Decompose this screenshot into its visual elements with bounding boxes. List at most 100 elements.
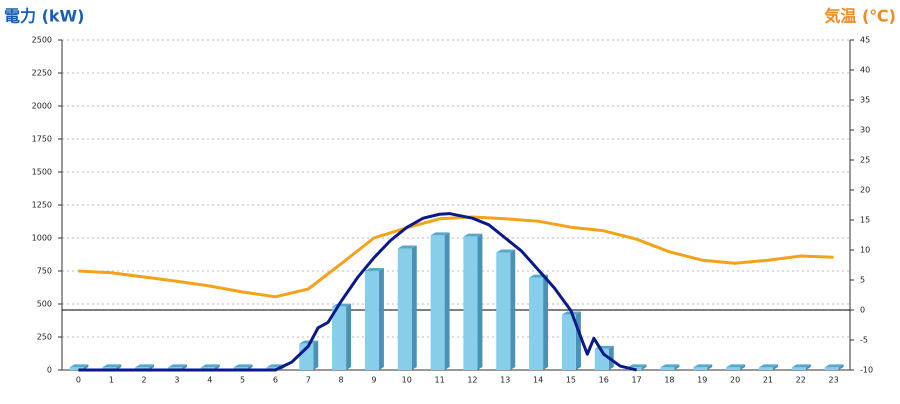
bar — [529, 277, 544, 370]
bar-side — [411, 245, 417, 370]
bar-side — [740, 364, 746, 370]
bar — [824, 367, 839, 370]
y-tick-label: 2000 — [32, 102, 52, 111]
y2-tick-label: 0 — [860, 306, 865, 315]
y2-tick-label: -5 — [860, 336, 868, 345]
bar-side — [575, 311, 581, 370]
y2-tick-label: 40 — [860, 66, 870, 75]
x-tick-label: 22 — [796, 376, 806, 385]
y-tick-label: 0 — [47, 366, 52, 375]
y2-tick-label: -10 — [860, 366, 873, 375]
x-tick-label: 15 — [566, 376, 576, 385]
y-tick-label: 2500 — [32, 36, 52, 45]
x-tick-label: 20 — [730, 376, 740, 385]
x-tick-label: 10 — [402, 376, 412, 385]
bar-side — [313, 340, 319, 370]
bar-side — [641, 364, 647, 370]
line — [78, 212, 637, 372]
bar-top — [69, 364, 89, 368]
bar-top — [693, 364, 713, 368]
x-tick-label: 8 — [339, 376, 344, 385]
bar — [463, 236, 478, 370]
bar-side — [543, 274, 549, 370]
x-tick-label: 1 — [109, 376, 114, 385]
bar-top — [299, 340, 319, 344]
x-tick-label: 21 — [763, 376, 773, 385]
bar-top — [430, 232, 450, 236]
x-tick-label: 16 — [599, 376, 609, 385]
bar-top — [824, 364, 844, 368]
bar-side — [707, 364, 713, 370]
y-tick-label: 1000 — [32, 234, 52, 243]
bar — [397, 248, 412, 370]
bar-top — [102, 364, 122, 368]
y2-tick-label: 20 — [860, 186, 870, 195]
x-tick-label: 14 — [533, 376, 543, 385]
bar — [364, 271, 379, 370]
x-tick-label: 0 — [76, 376, 81, 385]
y2-tick-label: 35 — [860, 96, 870, 105]
bar — [791, 367, 806, 370]
bar-top — [135, 364, 155, 368]
bar-side — [772, 364, 778, 370]
bar-top — [463, 233, 483, 237]
y-tick-label: 1750 — [32, 135, 52, 144]
y2-tick-label: 15 — [860, 216, 870, 225]
bar-side — [346, 303, 352, 370]
bar — [69, 367, 84, 370]
x-tick-label: 2 — [142, 376, 147, 385]
x-tick-label: 9 — [371, 376, 376, 385]
y-tick-label: 250 — [37, 333, 52, 342]
bar-top — [791, 364, 811, 368]
bar-top — [397, 245, 417, 249]
bar-top — [167, 364, 187, 368]
bar-top — [660, 364, 680, 368]
bar-side — [510, 249, 516, 370]
x-tick-label: 17 — [631, 376, 641, 385]
x-tick-label: 18 — [664, 376, 674, 385]
x-tick-label: 5 — [240, 376, 245, 385]
right-axis-title: 気温 (℃) — [824, 7, 896, 26]
line — [78, 215, 834, 299]
x-tick-label: 6 — [273, 376, 278, 385]
x-tick-label: 11 — [434, 376, 444, 385]
x-tick-label: 23 — [828, 376, 838, 385]
y2-tick-label: 45 — [860, 36, 870, 45]
bar — [496, 252, 511, 370]
x-tick-label: 3 — [174, 376, 179, 385]
x-tick-label: 7 — [306, 376, 311, 385]
y2-tick-label: 25 — [860, 156, 870, 165]
bar-side — [674, 364, 680, 370]
bar — [332, 306, 347, 370]
bar-side — [444, 232, 450, 370]
y-tick-label: 1250 — [32, 201, 52, 210]
x-tick-label: 4 — [207, 376, 212, 385]
bar-side — [378, 268, 384, 370]
bar-side — [838, 364, 844, 370]
bar — [726, 367, 741, 370]
bar — [430, 235, 445, 370]
y2-tick-label: 10 — [860, 246, 870, 255]
x-tick-label: 13 — [500, 376, 510, 385]
bar-top — [627, 364, 647, 368]
y-tick-label: 1500 — [32, 168, 52, 177]
bar-top — [200, 364, 220, 368]
y-tick-label: 500 — [37, 300, 52, 309]
y-tick-label: 750 — [37, 267, 52, 276]
bar-top — [726, 364, 746, 368]
y2-tick-label: 30 — [860, 126, 870, 135]
bar — [561, 314, 576, 370]
bar — [660, 367, 675, 370]
bar-side — [805, 364, 811, 370]
bar — [693, 367, 708, 370]
bar-top — [758, 364, 778, 368]
bar-top — [233, 364, 253, 368]
x-tick-label: 19 — [697, 376, 707, 385]
bar — [758, 367, 773, 370]
x-tick-label: 12 — [467, 376, 477, 385]
bar-top — [364, 268, 384, 271]
y-tick-label: 2250 — [32, 69, 52, 78]
bar-side — [477, 233, 483, 370]
y2-tick-label: 5 — [860, 276, 865, 285]
